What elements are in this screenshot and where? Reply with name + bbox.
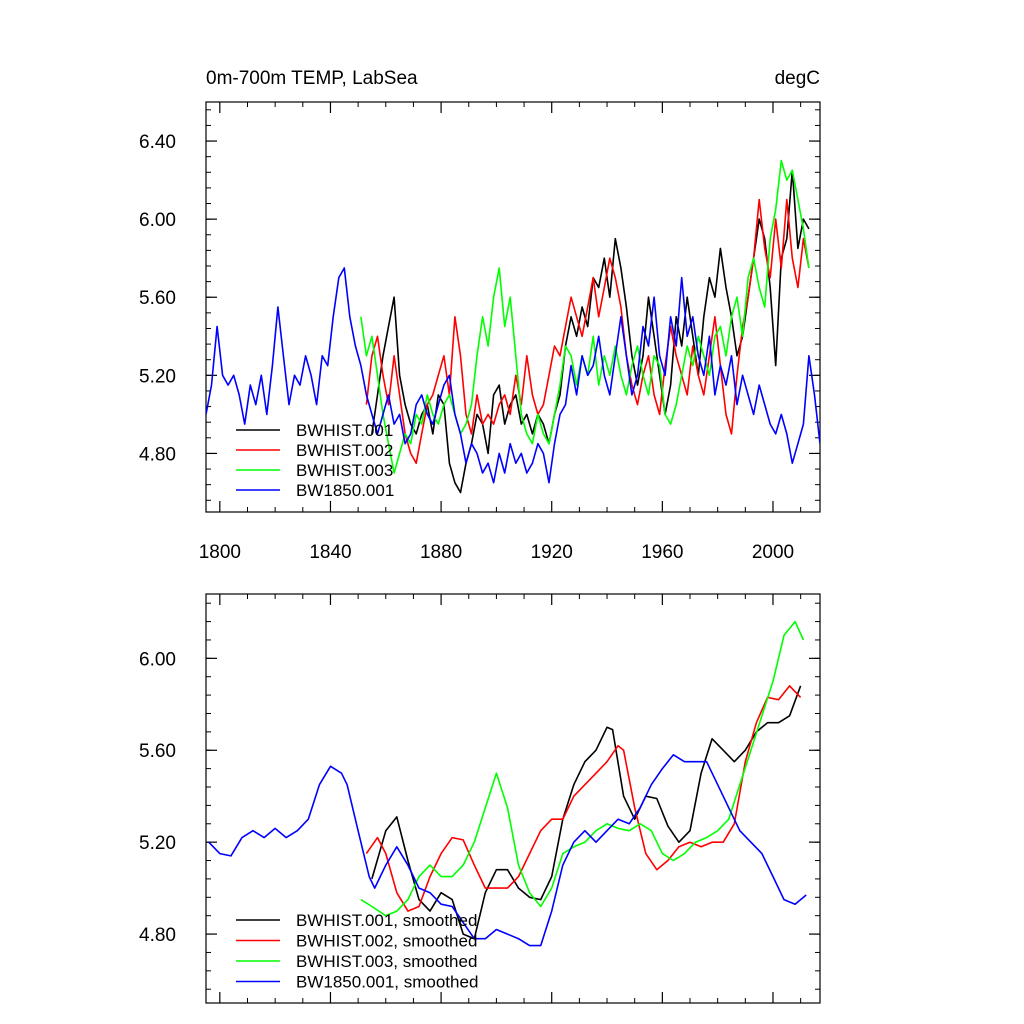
x-tick-label: 1800 bbox=[199, 542, 241, 563]
y-tick-label: 5.60 bbox=[139, 741, 176, 762]
legend-label: BW1850.001, smoothed bbox=[296, 973, 478, 992]
series-line-1 bbox=[371, 685, 802, 940]
plot-frame bbox=[205, 101, 821, 513]
legend-label: BWHIST.001 bbox=[296, 421, 393, 440]
legend-label: BWHIST.003 bbox=[296, 461, 393, 480]
y-tick-label: 6.00 bbox=[139, 210, 176, 231]
x-tick-label: 1880 bbox=[420, 542, 462, 563]
y-tick-label: 5.20 bbox=[139, 366, 176, 387]
x-tick-label: 1840 bbox=[309, 542, 351, 563]
y-tick-label: 5.60 bbox=[139, 288, 176, 309]
y-tick-label: 6.00 bbox=[139, 649, 176, 670]
legend-label: BWHIST.002 bbox=[296, 441, 393, 460]
x-tick-label: 1960 bbox=[641, 542, 683, 563]
legend-label: BWHIST.001, smoothed bbox=[296, 911, 477, 930]
y-tick-label: 6.40 bbox=[139, 132, 176, 153]
x-tick-label: 2000 bbox=[752, 542, 794, 563]
legend-label: BWHIST.003, smoothed bbox=[296, 952, 477, 971]
top-panel-units: degC bbox=[775, 68, 820, 89]
series-line-4 bbox=[208, 753, 807, 947]
plot-frame bbox=[205, 593, 821, 1004]
top-panel-title: 0m-700m TEMP, LabSea bbox=[206, 68, 418, 89]
series-line-1 bbox=[371, 169, 810, 494]
series-line-4 bbox=[206, 267, 820, 484]
top-panel: 4.80 5.20 5.60 6.00 6.40 1800 1840 1880 1920 1960… bbox=[139, 101, 821, 563]
y-tick-label: 4.80 bbox=[139, 444, 176, 465]
series-line-2 bbox=[365, 685, 802, 912]
y-tick-label: 4.80 bbox=[139, 925, 176, 946]
legend: BWHIST.001, smoothed BWHIST.002, smoothed… bbox=[236, 911, 478, 992]
y-tick-label: 5.20 bbox=[139, 833, 176, 854]
x-tick-label: 1920 bbox=[531, 542, 573, 563]
series-line-3 bbox=[360, 620, 805, 917]
legend-label: BW1850.001 bbox=[296, 481, 394, 500]
legend-label: BWHIST.002, smoothed bbox=[296, 932, 477, 951]
